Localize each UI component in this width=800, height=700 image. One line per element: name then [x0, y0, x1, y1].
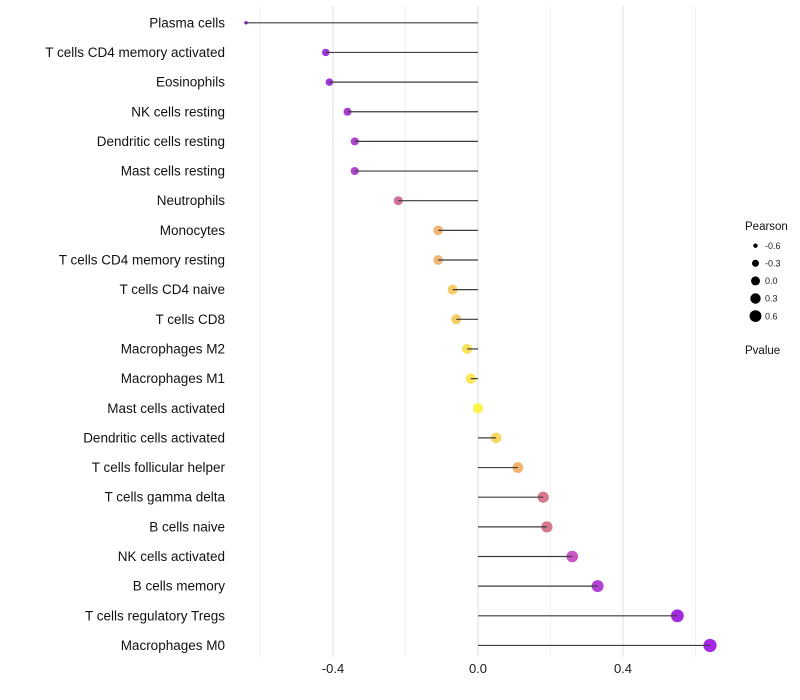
color-legend: Pvalue	[745, 345, 780, 445]
y-axis-label: NK cells activated	[118, 549, 225, 564]
y-axis-label: T cells CD4 naive	[119, 282, 225, 297]
y-axis-label: T cells CD4 memory resting	[59, 253, 225, 268]
x-tick-label: -0.4	[322, 661, 344, 676]
size-legend: Pearson -0.6 -0.3 0.0 0.3 0.6	[745, 221, 788, 322]
lollipop-dots	[244, 21, 717, 653]
size-legend-title: Pearson	[745, 221, 788, 233]
y-axis-label: B cells memory	[133, 579, 226, 594]
size-legend-label: -0.3	[765, 259, 781, 269]
y-axis-label: Dendritic cells activated	[83, 430, 225, 445]
size-legend-dot	[751, 276, 760, 286]
y-axis-label: Macrophages M2	[121, 341, 225, 356]
size-legend-dot	[753, 243, 758, 248]
size-legend-dot	[750, 293, 761, 304]
y-axis-label: Neutrophils	[157, 193, 226, 208]
y-axis-label: T cells gamma delta	[104, 490, 225, 505]
size-legend-dot	[752, 259, 759, 267]
y-axis-labels: Plasma cells T cells CD4 memory activated…	[45, 15, 225, 653]
y-axis-label: Dendritic cells resting	[97, 134, 225, 149]
size-legend-label: 0.6	[765, 311, 778, 321]
y-axis-label: T cells follicular helper	[92, 460, 226, 475]
pvalue-colorbar	[748, 362, 772, 445]
x-tick-label: 0.4	[614, 661, 632, 676]
y-axis-label: T cells CD8	[155, 312, 225, 327]
y-axis-label: Mast cells activated	[107, 401, 225, 416]
x-tick-label: 0.0	[469, 661, 487, 676]
y-axis-label: T cells regulatory Tregs	[85, 608, 225, 623]
y-axis-label: Plasma cells	[149, 15, 225, 30]
size-legend-dot	[749, 310, 762, 322]
gridlines-major	[332, 6, 624, 657]
size-legend-label: 0.0	[765, 276, 778, 286]
y-axis-label: Monocytes	[160, 223, 226, 238]
size-legend-entries: -0.6 -0.3 0.0 0.3 0.6	[749, 241, 781, 322]
x-axis-tick-labels: -0.4 0.0 0.4	[322, 661, 632, 676]
y-axis-label: B cells naive	[149, 519, 225, 534]
color-legend-title: Pvalue	[745, 345, 780, 357]
size-legend-label: 0.3	[765, 294, 778, 304]
y-axis-label: Eosinophils	[156, 75, 225, 90]
size-legend-label: -0.6	[765, 241, 781, 251]
y-axis-label: Mast cells resting	[121, 164, 225, 179]
y-axis-label: Macrophages M0	[121, 638, 225, 653]
y-axis-label: T cells CD4 memory activated	[45, 45, 225, 60]
lollipop-dot	[472, 403, 484, 414]
y-axis-label: NK cells resting	[131, 104, 225, 119]
lollipop-stems	[246, 22, 710, 647]
gridlines-minor	[260, 6, 696, 657]
y-axis-label: Macrophages M1	[121, 371, 225, 386]
